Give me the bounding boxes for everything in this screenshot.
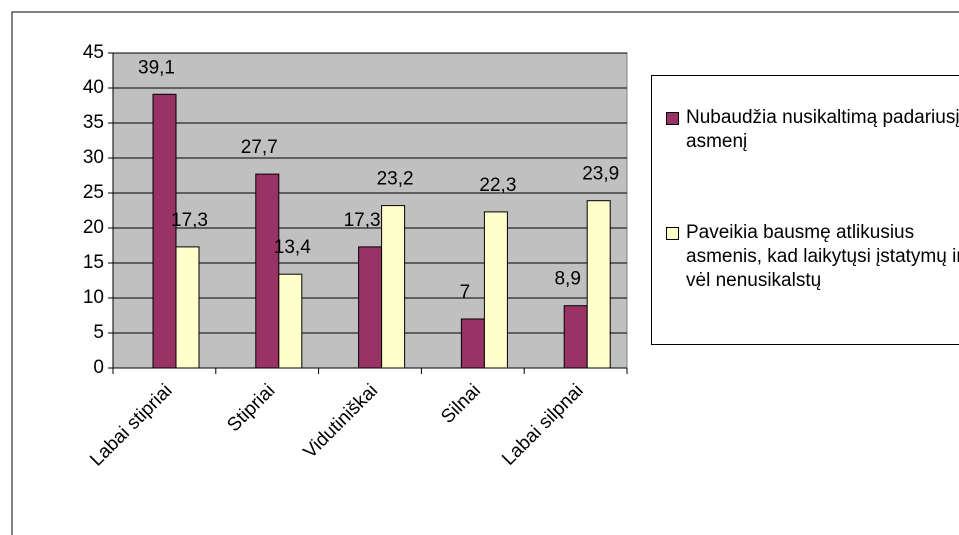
- y-tick-label: 30: [83, 147, 104, 168]
- bar: [278, 273, 303, 369]
- bar: [586, 200, 611, 369]
- legend-label: Paveikia bausmę atlikusius asmenis, kad …: [686, 222, 959, 291]
- x-tick-label: Labai stipriai: [86, 380, 176, 470]
- value-label: 13,4: [274, 237, 311, 258]
- chart-border: [11, 11, 959, 535]
- value-label: 7: [460, 282, 471, 303]
- value-label: 39,1: [138, 57, 175, 78]
- bar: [255, 173, 280, 369]
- y-tick-label: 20: [83, 217, 104, 238]
- value-label: 23,9: [582, 164, 619, 185]
- value-label: 17,3: [171, 210, 208, 231]
- bar: [358, 246, 383, 369]
- y-tick-label: 35: [83, 112, 104, 133]
- x-tick-label: Vidutiniškai: [300, 380, 383, 463]
- legend: Nubaudžia nusikaltimą padariusį asmenį Pa…: [651, 75, 959, 345]
- y-tick-label: 15: [83, 252, 104, 273]
- x-tick-label: Stipriai: [223, 380, 279, 436]
- x-tick-label: Silnai: [437, 380, 485, 428]
- y-tick-label: 5: [93, 322, 104, 343]
- y-tick-label: 0: [93, 357, 104, 378]
- bar: [460, 318, 485, 369]
- y-tick-label: 10: [83, 287, 104, 308]
- bar: [175, 246, 200, 369]
- y-tick-label: 25: [83, 182, 104, 203]
- bar: [483, 211, 508, 369]
- value-label: 22,3: [479, 175, 516, 196]
- bar: [381, 205, 406, 369]
- legend-entry: Nubaudžia nusikaltimą padariusį asmenį: [666, 106, 959, 154]
- x-tick-label: Labai silpnai: [498, 380, 588, 470]
- value-label: 8,9: [554, 269, 580, 290]
- legend-swatch: [666, 112, 679, 125]
- value-label: 27,7: [241, 137, 278, 158]
- value-label: 23,2: [377, 169, 414, 190]
- bar: [563, 305, 588, 369]
- bar: [152, 93, 177, 369]
- y-tick-label: 45: [83, 42, 104, 63]
- legend-entry: Paveikia bausmę atlikusius asmenis, kad …: [666, 221, 959, 293]
- y-tick-label: 40: [83, 77, 104, 98]
- legend-label: Nubaudžia nusikaltimą padariusį asmenį: [686, 107, 959, 152]
- legend-swatch: [666, 227, 679, 240]
- value-label: 17,3: [344, 210, 381, 231]
